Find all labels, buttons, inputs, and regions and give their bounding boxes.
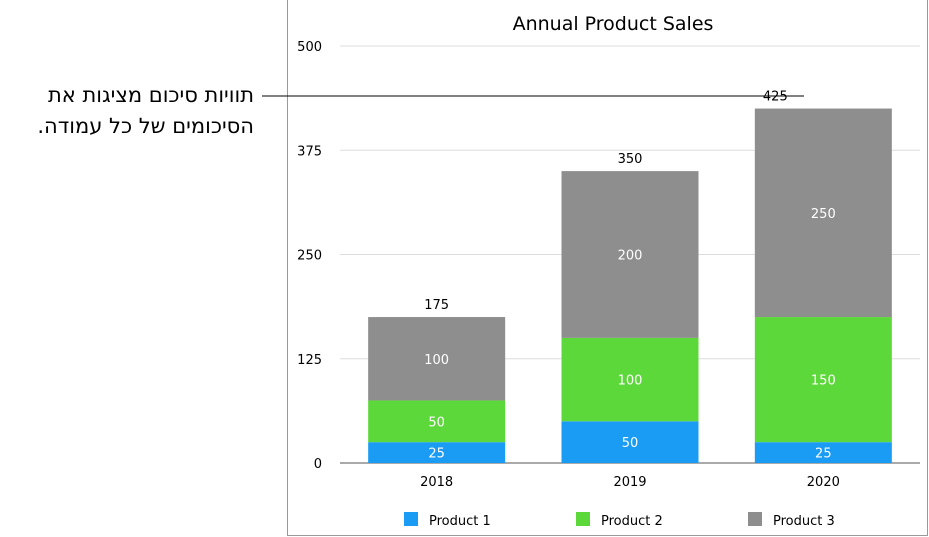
x-tick-label: 2019 [613, 475, 646, 490]
segment-value-label: 25 [428, 447, 445, 462]
bar-segment [368, 442, 506, 463]
total-label: 350 [618, 152, 643, 167]
legend-swatch [404, 512, 418, 526]
callout-note: תוויות סיכום מציגות את הסיכומים של כל עמ… [0, 80, 254, 142]
callout-line-1: תוויות סיכום מציגות את [47, 83, 254, 107]
segment-value-label: 25 [815, 447, 832, 462]
bar-segment [561, 337, 699, 422]
legend-label: Product 2 [601, 514, 663, 529]
x-tick-label: 2020 [807, 475, 840, 490]
chart-frame [287, 0, 928, 536]
segment-value-label: 200 [618, 249, 643, 264]
segment-value-label: 150 [811, 374, 836, 389]
bar-segment [754, 442, 892, 463]
callout-line-2: הסיכומים של כל עמודה. [37, 114, 254, 138]
y-tick-label: 250 [297, 249, 322, 264]
bar-segment [561, 171, 699, 338]
y-tick-label: 375 [297, 144, 322, 159]
bar-segment [754, 317, 892, 443]
segment-value-label: 250 [811, 207, 836, 222]
total-label: 175 [424, 298, 449, 313]
chart-title: Annual Product Sales [513, 13, 714, 35]
y-tick-label: 0 [314, 457, 322, 472]
bar-segment [368, 317, 506, 401]
y-tick-label: 500 [297, 40, 322, 55]
legend-swatch [748, 512, 762, 526]
bar-segment [368, 400, 506, 443]
segment-value-label: 50 [622, 436, 639, 451]
legend-label: Product 3 [773, 514, 835, 529]
total-label: 425 [763, 90, 788, 105]
y-tick-label: 125 [297, 353, 322, 368]
x-tick-label: 2018 [420, 475, 453, 490]
bar-segment [754, 108, 892, 318]
segment-value-label: 50 [428, 415, 445, 430]
bar-segment [561, 421, 699, 463]
segment-value-label: 100 [424, 353, 449, 368]
segment-value-label: 100 [618, 374, 643, 389]
legend-swatch [576, 512, 590, 526]
legend-label: Product 1 [429, 514, 491, 529]
